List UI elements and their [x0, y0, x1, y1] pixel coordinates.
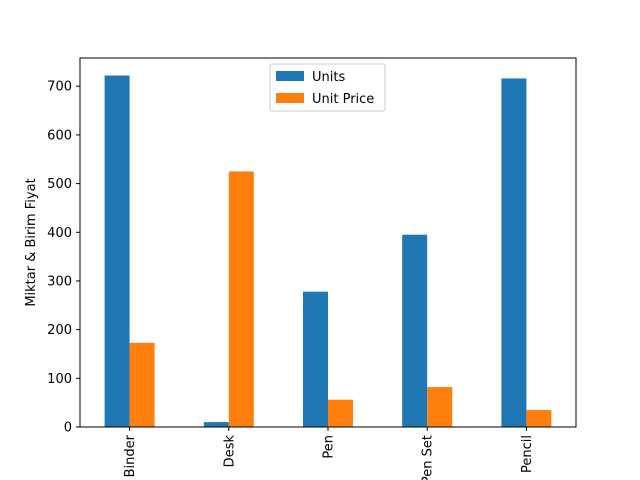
y-axis-label: Miktar & Birim Fiyat [24, 178, 39, 306]
bar-units-pencil [501, 78, 527, 427]
legend-label: Unit Price [312, 92, 374, 107]
y-tick-label: 500 [47, 177, 72, 192]
bar-units-pen [303, 291, 328, 427]
y-tick-label: 100 [47, 372, 72, 387]
bar-unit-price-pen [328, 399, 353, 427]
y-tick-label: 600 [47, 128, 72, 143]
x-tick-label: Pencil [520, 435, 535, 473]
bar-unit-price-binder [129, 342, 155, 427]
y-axis: 0 100 200 300 400 500 600 700 [47, 80, 80, 436]
x-axis: Binder Desk Pen Pen Set Pencil [123, 427, 535, 480]
x-tick-label: Binder [123, 434, 138, 477]
legend: Units Unit Price [269, 63, 386, 112]
y-tick-label: 400 [47, 226, 72, 241]
legend-swatch [276, 93, 304, 103]
bar-units-desk [203, 422, 229, 427]
y-tick-label: 700 [47, 80, 72, 95]
plot-area [104, 75, 552, 428]
legend-swatch [276, 71, 304, 81]
y-tick-label: 300 [47, 274, 72, 289]
bar-unit-price-desk [228, 171, 254, 427]
x-tick-label: Pen Set [421, 435, 436, 480]
bar-unit-price-pencil [526, 409, 552, 427]
y-tick-label: 200 [47, 323, 72, 338]
legend-label: Units [312, 70, 345, 85]
x-tick-label: Desk [222, 435, 237, 468]
bar-units-pen-set [402, 234, 428, 427]
y-tick-label: 0 [64, 421, 72, 436]
bar-unit-price-pen-set [427, 387, 453, 427]
x-tick-label: Pen [322, 435, 337, 459]
bar-units-binder [104, 75, 130, 428]
